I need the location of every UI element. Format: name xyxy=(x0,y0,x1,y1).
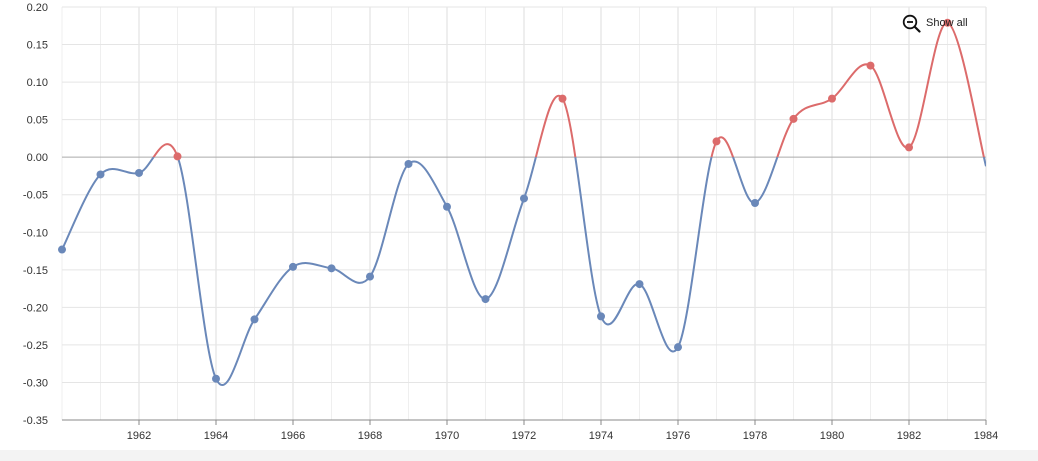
data-point[interactable] xyxy=(866,61,875,70)
data-point[interactable] xyxy=(135,168,143,177)
data-point[interactable] xyxy=(943,18,952,27)
data-point[interactable] xyxy=(212,374,220,383)
y-tick-label: -0.25 xyxy=(23,340,48,352)
data-point[interactable] xyxy=(520,194,528,203)
x-tick-label: 1974 xyxy=(589,430,613,442)
x-tick-label: 1962 xyxy=(127,430,151,442)
x-tick-label: 1968 xyxy=(358,430,382,442)
axes: 1962 1964 1966 1968 1970 1972 1974 1976 1978 1980… xyxy=(23,2,998,442)
data-point[interactable] xyxy=(58,245,66,254)
y-tick-label: 0.10 xyxy=(27,77,48,89)
data-point[interactable] xyxy=(751,198,759,207)
data-point[interactable] xyxy=(173,152,182,161)
data-point[interactable] xyxy=(327,264,336,273)
data-point[interactable] xyxy=(905,143,913,152)
data-point[interactable] xyxy=(366,272,374,281)
show-all-button[interactable]: Show all xyxy=(902,13,968,33)
data-point[interactable] xyxy=(289,262,297,271)
data-point[interactable] xyxy=(597,312,605,321)
y-tick-label: 0.20 xyxy=(27,2,48,14)
y-tick-label: -0.20 xyxy=(23,302,48,314)
data-points xyxy=(58,18,952,383)
data-point[interactable] xyxy=(828,94,836,103)
y-tick-label: 0.05 xyxy=(27,115,48,127)
data-point[interactable] xyxy=(674,343,682,352)
x-tick-label: 1976 xyxy=(666,430,690,442)
x-tick-label: 1982 xyxy=(897,430,921,442)
zoom-out-icon xyxy=(902,14,921,33)
x-tick-label: 1980 xyxy=(820,430,844,442)
grid xyxy=(61,6,987,421)
y-tick-label: -0.30 xyxy=(23,377,48,389)
data-point[interactable] xyxy=(712,137,721,146)
x-tick-label: 1964 xyxy=(204,430,228,442)
x-tick-label: 1978 xyxy=(743,430,767,442)
y-tick-label: -0.15 xyxy=(23,265,48,277)
data-point[interactable] xyxy=(481,295,490,304)
x-tick-label: 1966 xyxy=(281,430,305,442)
y-tick-label: -0.10 xyxy=(23,227,48,239)
x-tick-label: 1972 xyxy=(512,430,536,442)
show-all-label: Show all xyxy=(926,17,968,29)
data-point[interactable] xyxy=(558,94,567,103)
data-point[interactable] xyxy=(96,170,105,179)
y-tick-label: -0.05 xyxy=(23,190,48,202)
data-point[interactable] xyxy=(635,280,644,289)
data-point[interactable] xyxy=(250,315,259,324)
x-tick-label: 1970 xyxy=(435,430,459,442)
data-point[interactable] xyxy=(443,202,451,211)
scrollbar-track[interactable] xyxy=(0,450,1038,461)
x-tick-label: 1984 xyxy=(974,430,998,442)
data-point[interactable] xyxy=(789,114,798,123)
y-tick-label: -0.35 xyxy=(23,415,48,427)
y-tick-label: 0.00 xyxy=(27,152,48,164)
data-point[interactable] xyxy=(404,159,413,168)
y-tick-label: 0.15 xyxy=(27,40,48,52)
